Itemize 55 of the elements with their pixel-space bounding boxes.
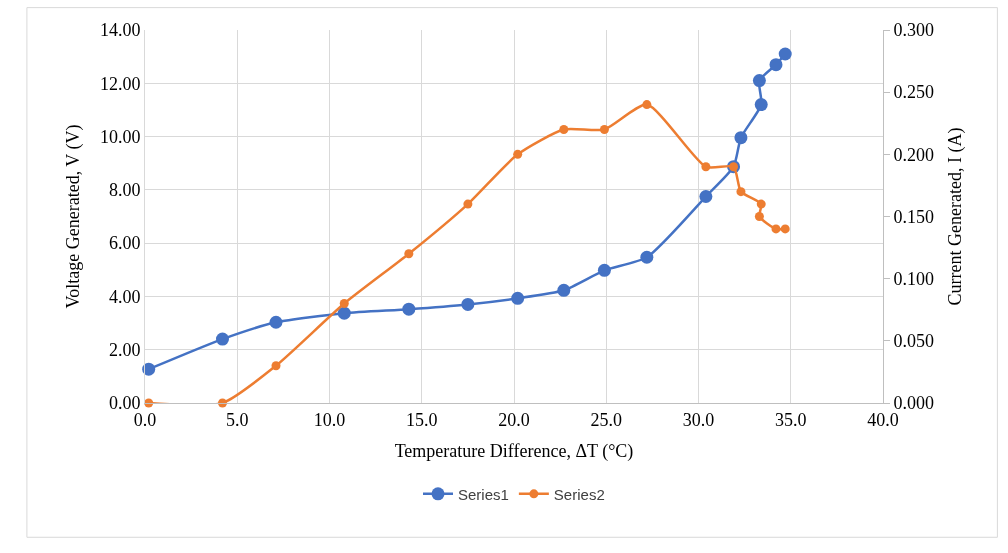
y2-axis-title: Current Generated, I (A) (945, 127, 967, 306)
point (699, 190, 713, 204)
point (142, 362, 156, 376)
y-tick-label: 12.00 (99, 73, 141, 94)
point (339, 299, 349, 309)
y2-tick-label: 0.300 (893, 20, 935, 41)
point (402, 302, 416, 316)
x-tick-label: 15.0 (406, 409, 438, 430)
y-tick-label: 8.00 (108, 180, 141, 201)
y-tick-label: 4.00 (108, 286, 141, 307)
point (754, 212, 764, 221)
y2-tick-label: 0.050 (893, 331, 935, 352)
point (337, 306, 351, 320)
point (756, 199, 766, 209)
point (511, 291, 525, 305)
x-axis-title: Temperature Difference, ΔT (°C) (394, 440, 634, 462)
y2-tick-label: 0.200 (893, 144, 935, 165)
point (271, 361, 281, 371)
point (404, 249, 414, 259)
point (769, 58, 783, 72)
point (734, 131, 748, 145)
point (269, 315, 283, 329)
point (463, 199, 473, 209)
x-tick-label: 30.0 (682, 409, 715, 430)
point (780, 224, 790, 234)
point (736, 187, 746, 197)
point (599, 124, 609, 134)
x-tick-label: 10.0 (313, 409, 346, 430)
point (752, 74, 766, 88)
point (642, 100, 652, 110)
point (461, 297, 475, 311)
y-tick-label: 10.00 (99, 126, 141, 147)
point (216, 332, 229, 346)
y-tick-label: 6.00 (108, 233, 141, 254)
point (778, 47, 792, 61)
y2-tick-label: 0.150 (893, 206, 935, 227)
point (701, 162, 711, 172)
y-tick-label: 14.00 (99, 20, 141, 41)
y-axis-title: Voltage Generated, V (V) (63, 124, 85, 309)
x-tick-label: 20.0 (498, 409, 530, 430)
y2-tick-label: 0.250 (893, 82, 935, 103)
point (640, 250, 654, 264)
x-tick-label: 5.0 (226, 409, 249, 430)
legend-label: Series1 (458, 485, 509, 503)
y2-tick-label: 0.100 (893, 268, 935, 289)
point (557, 283, 571, 297)
point (513, 149, 523, 159)
point (559, 124, 569, 134)
point (597, 263, 611, 277)
x-tick-label: 35.0 (775, 409, 807, 430)
point (754, 98, 768, 112)
x-tick-label: 25.0 (590, 409, 622, 430)
y-tick-label: 2.00 (108, 340, 141, 361)
point (771, 224, 781, 234)
legend-label: Series2 (553, 485, 605, 503)
